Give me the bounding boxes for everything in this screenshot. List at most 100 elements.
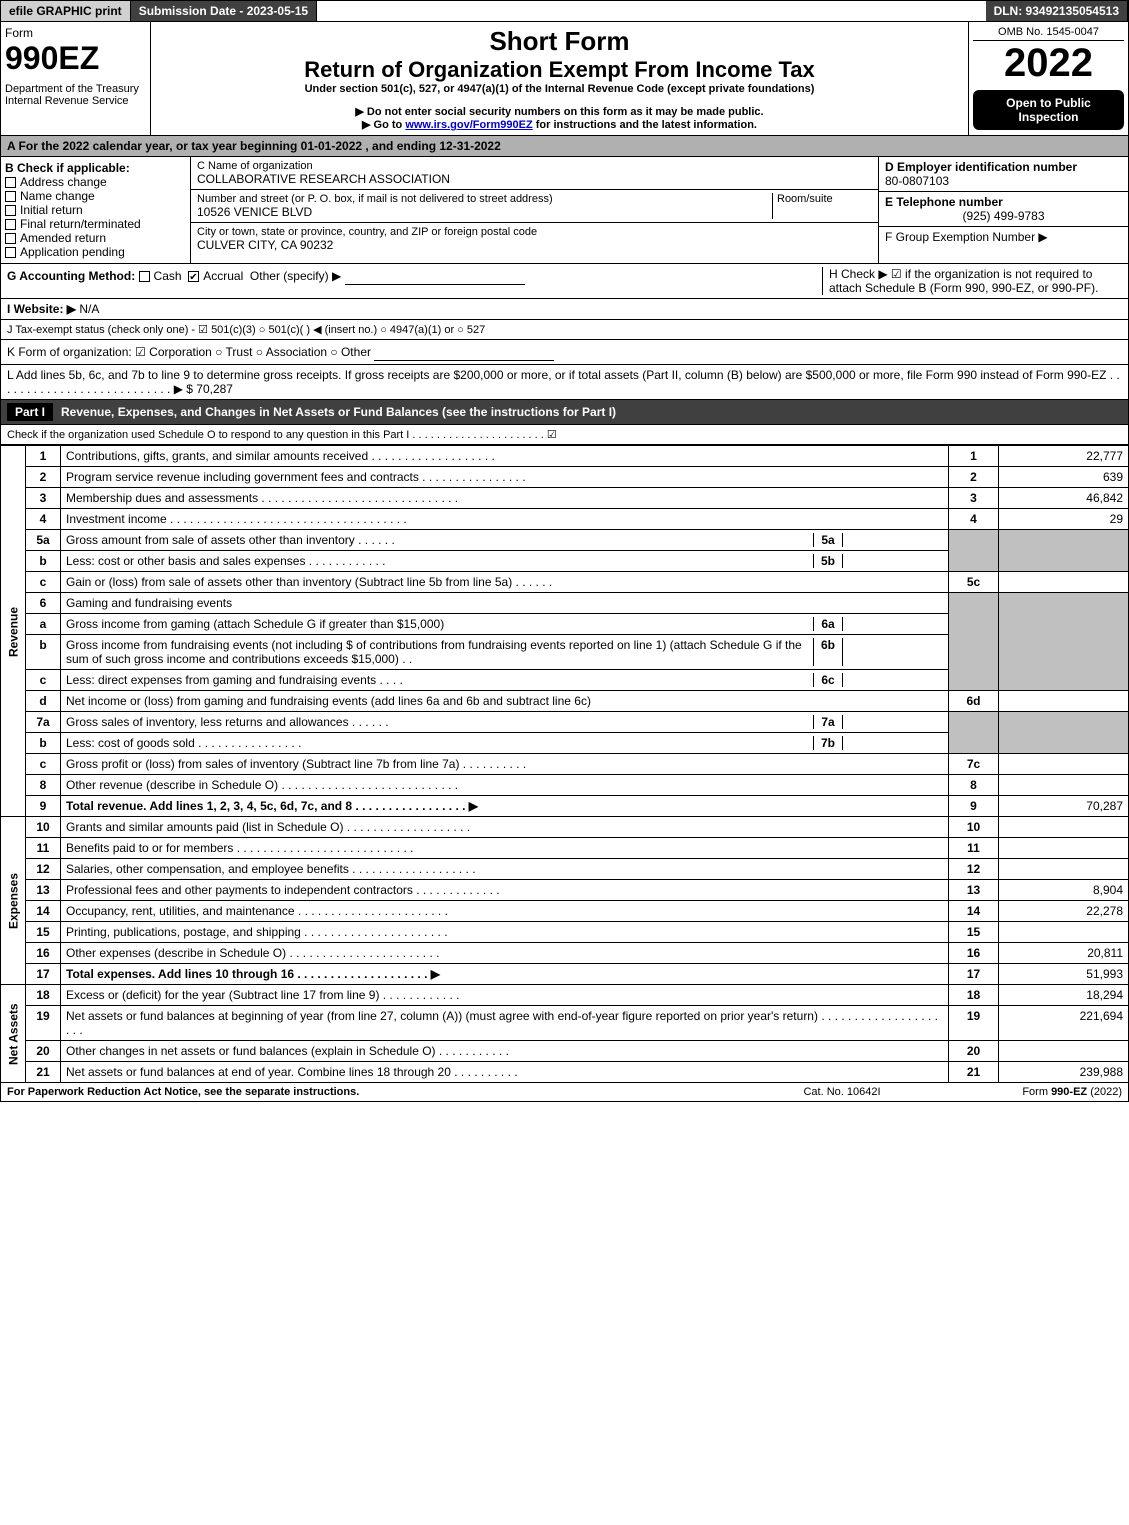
dln-label: DLN: 93492135054513: [986, 1, 1128, 21]
l-value: 70,287: [196, 382, 233, 396]
line10-val: [999, 817, 1129, 838]
city-value: CULVER CITY, CA 90232: [197, 238, 872, 252]
chk-final-return[interactable]: [5, 219, 16, 230]
line13-val: 8,904: [999, 880, 1129, 901]
line3-text: Membership dues and assessments . . . . …: [61, 488, 949, 509]
section-bcd: B Check if applicable: Address change Na…: [0, 157, 1129, 264]
page-footer: For Paperwork Reduction Act Notice, see …: [0, 1083, 1129, 1102]
subtitle: Under section 501(c), 527, or 4947(a)(1)…: [155, 83, 964, 95]
goto-note: ▶ Go to www.irs.gov/Form990EZ for instru…: [155, 118, 964, 131]
line7a-text: Gross sales of inventory, less returns a…: [66, 715, 813, 729]
line21-text: Net assets or fund balances at end of ye…: [61, 1062, 949, 1083]
line5a-text: Gross amount from sale of assets other t…: [66, 533, 813, 547]
line18-text: Excess or (deficit) for the year (Subtra…: [61, 985, 949, 1006]
expenses-side-label: Expenses: [1, 817, 26, 985]
netassets-side-label: Net Assets: [1, 985, 26, 1083]
chk-amended-return[interactable]: [5, 233, 16, 244]
irs-link[interactable]: www.irs.gov/Form990EZ: [405, 119, 532, 131]
footer-left: For Paperwork Reduction Act Notice, see …: [7, 1086, 742, 1098]
ein-value: 80-0807103: [885, 174, 1122, 188]
line19-val: 221,694: [999, 1006, 1129, 1041]
chk-cash[interactable]: [139, 271, 150, 282]
k-other-input[interactable]: [374, 343, 554, 361]
line20-text: Other changes in net assets or fund bala…: [61, 1041, 949, 1062]
g-label: G Accounting Method:: [7, 269, 135, 283]
omb-no: OMB No. 1545-0047: [973, 26, 1124, 41]
line5c-val: [999, 572, 1129, 593]
part1-label: Part I: [7, 403, 53, 421]
line2-val: 639: [999, 467, 1129, 488]
row-a-calendar-year: A For the 2022 calendar year, or tax yea…: [0, 136, 1129, 157]
line6c-text: Less: direct expenses from gaming and fu…: [66, 673, 813, 687]
form-header: Form 990EZ Department of the Treasury In…: [0, 22, 1129, 136]
line1-text: Contributions, gifts, grants, and simila…: [61, 446, 949, 467]
line16-val: 20,811: [999, 943, 1129, 964]
line5b-text: Less: cost or other basis and sales expe…: [66, 554, 813, 568]
line19-text: Net assets or fund balances at beginning…: [61, 1006, 949, 1041]
chk-address-change[interactable]: [5, 177, 16, 188]
line12-text: Salaries, other compensation, and employ…: [61, 859, 949, 880]
row-gh: G Accounting Method: Cash Accrual Other …: [0, 264, 1129, 299]
opt-amended-return: Amended return: [20, 231, 106, 245]
opt-final-return: Final return/terminated: [20, 217, 141, 231]
footer-right: Form 990-EZ (2022): [942, 1086, 1122, 1098]
line2-text: Program service revenue including govern…: [61, 467, 949, 488]
row-j: J Tax-exempt status (check only one) - ☑…: [0, 320, 1129, 340]
row-i: I Website: ▶ N/A: [0, 299, 1129, 320]
form-number: 990EZ: [5, 40, 146, 77]
group-exemption-label: F Group Exemption Number ▶: [885, 230, 1122, 244]
footer-mid: Cat. No. 10642I: [742, 1086, 942, 1098]
line6b-text: Gross income from fundraising events (no…: [66, 638, 813, 666]
g-accrual: Accrual: [203, 269, 243, 283]
part1-header: Part I Revenue, Expenses, and Changes in…: [0, 400, 1129, 425]
line18-val: 18,294: [999, 985, 1129, 1006]
street-label: Number and street (or P. O. box, if mail…: [197, 193, 772, 205]
line6d-val: [999, 691, 1129, 712]
line17-text: Total expenses. Add lines 10 through 16 …: [61, 964, 949, 985]
line1-val: 22,777: [999, 446, 1129, 467]
line9-text: Total revenue. Add lines 1, 2, 3, 4, 5c,…: [61, 796, 949, 817]
chk-name-change[interactable]: [5, 191, 16, 202]
line4-val: 29: [999, 509, 1129, 530]
line6d-text: Net income or (loss) from gaming and fun…: [61, 691, 949, 712]
line11-text: Benefits paid to or for members . . . . …: [61, 838, 949, 859]
line14-val: 22,278: [999, 901, 1129, 922]
opt-name-change: Name change: [20, 189, 95, 203]
top-bar: efile GRAPHIC print Submission Date - 20…: [0, 0, 1129, 22]
g-cash: Cash: [154, 269, 182, 283]
revenue-side-label: Revenue: [1, 446, 26, 817]
c-name-label: C Name of organization: [197, 160, 872, 172]
row-k: K Form of organization: ☑ Corporation ○ …: [0, 340, 1129, 365]
other-specify-input[interactable]: [345, 267, 525, 285]
dept-treasury: Department of the Treasury: [5, 83, 146, 95]
part1-title: Revenue, Expenses, and Changes in Net As…: [61, 405, 616, 419]
website-value: N/A: [79, 302, 99, 316]
efile-print-button[interactable]: efile GRAPHIC print: [1, 1, 131, 21]
i-label: I Website: ▶: [7, 302, 76, 316]
city-label: City or town, state or province, country…: [197, 226, 872, 238]
line3-val: 46,842: [999, 488, 1129, 509]
row-l: L Add lines 5b, 6c, and 7b to line 9 to …: [0, 365, 1129, 400]
line13-text: Professional fees and other payments to …: [61, 880, 949, 901]
tel-value: (925) 499-9783: [885, 209, 1122, 223]
org-name: COLLABORATIVE RESEARCH ASSOCIATION: [197, 172, 872, 186]
main-title: Return of Organization Exempt From Incom…: [155, 57, 964, 83]
tel-label: E Telephone number: [885, 195, 1122, 209]
chk-application-pending[interactable]: [5, 247, 16, 258]
g-other: Other (specify) ▶: [250, 269, 341, 283]
chk-initial-return[interactable]: [5, 205, 16, 216]
line17-val: 51,993: [999, 964, 1129, 985]
b-title: B Check if applicable:: [5, 161, 186, 175]
line5c-text: Gain or (loss) from sale of assets other…: [61, 572, 949, 593]
opt-address-change: Address change: [20, 175, 107, 189]
opt-initial-return: Initial return: [20, 203, 83, 217]
line6a-text: Gross income from gaming (attach Schedul…: [66, 617, 813, 631]
chk-accrual[interactable]: [188, 271, 199, 282]
line10-text: Grants and similar amounts paid (list in…: [61, 817, 949, 838]
tax-year: 2022: [973, 41, 1124, 86]
line8-val: [999, 775, 1129, 796]
part1-table: Revenue 1Contributions, gifts, grants, a…: [0, 445, 1129, 1083]
line7c-val: [999, 754, 1129, 775]
submission-date-button[interactable]: Submission Date - 2023-05-15: [131, 1, 317, 21]
k-text: K Form of organization: ☑ Corporation ○ …: [7, 345, 371, 359]
